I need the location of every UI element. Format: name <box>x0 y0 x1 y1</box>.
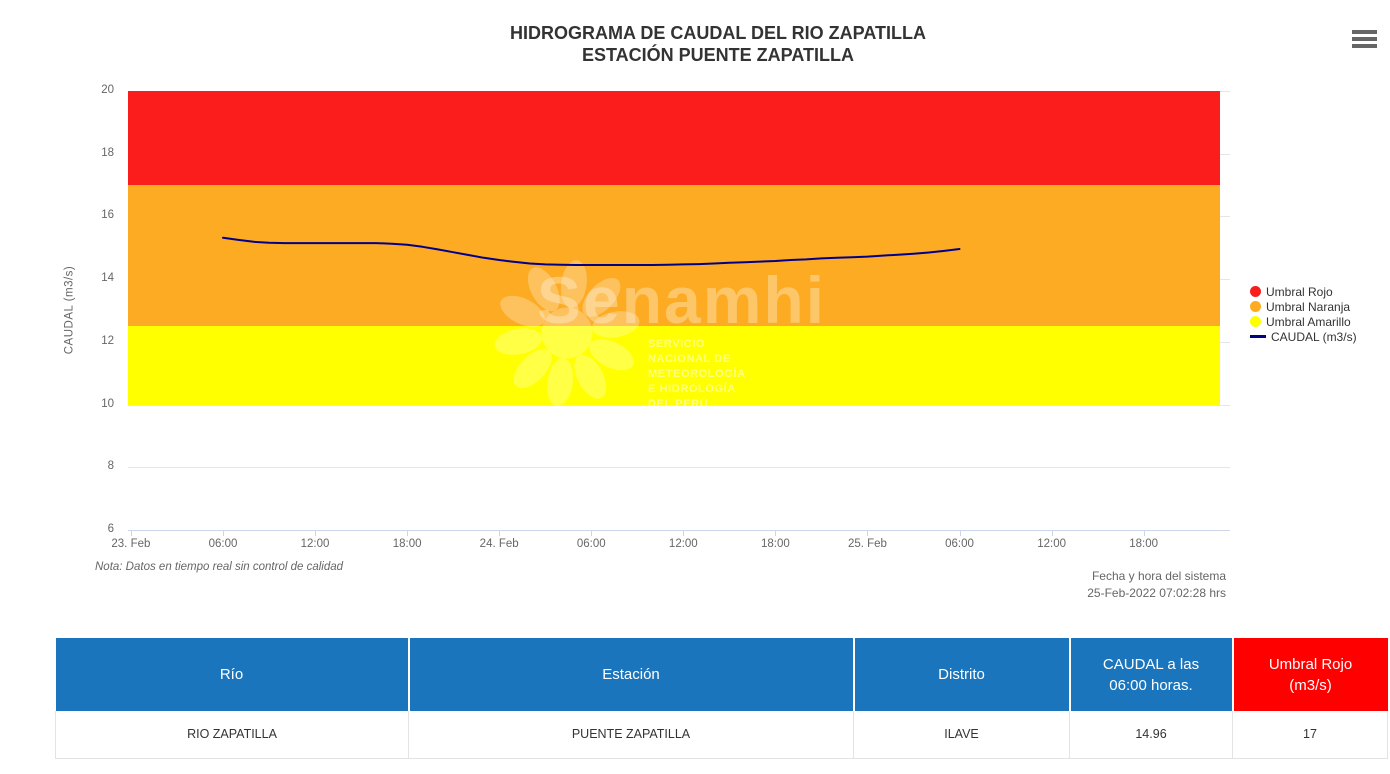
x-axis-label: 24. Feb <box>479 538 519 550</box>
x-axis-label: 06:00 <box>208 538 238 550</box>
gridline <box>128 404 1230 406</box>
x-axis-tick <box>683 530 685 536</box>
x-axis-line <box>128 530 1230 531</box>
hamburger-icon <box>1352 30 1377 48</box>
legend-item-umbral-amarillo[interactable]: Umbral Amarillo <box>1250 314 1357 329</box>
x-axis-tick <box>222 530 224 536</box>
col-header-rio: Río <box>55 638 409 711</box>
y-axis-label: 8 <box>107 460 114 473</box>
legend-label: Umbral Naranja <box>1266 299 1351 314</box>
cell-rio: RIO ZAPATILLA <box>55 711 409 759</box>
x-axis-tick <box>1051 530 1053 536</box>
x-axis-label: 18:00 <box>1129 538 1159 550</box>
x-axis-tick <box>867 530 869 536</box>
series-line-caudal[interactable] <box>222 236 961 266</box>
system-time: Fecha y hora del sistema 25-Feb-2022 07:… <box>1087 568 1226 602</box>
note-text: Nota: Datos en tiempo real sin control d… <box>95 561 344 573</box>
x-axis-tick <box>591 530 593 536</box>
system-time-value: 25-Feb-2022 07:02:28 hrs <box>1087 586 1226 600</box>
y-axis-label: 18 <box>101 146 114 159</box>
cell-umbral-rojo: 17 <box>1232 711 1388 759</box>
cell-caudal: 14.96 <box>1069 711 1233 759</box>
x-axis-tick <box>959 530 961 536</box>
y-axis-label: 12 <box>101 334 114 347</box>
chart-title: HIDROGRAMA DE CAUDAL DEL RIO ZAPATILLA E… <box>46 22 1390 66</box>
x-axis-label: 18:00 <box>392 538 422 550</box>
chart-context-menu-button[interactable] <box>1351 29 1378 49</box>
cell-estacion: PUENTE ZAPATILLA <box>408 711 854 759</box>
legend-dot-icon <box>1250 301 1261 312</box>
x-axis-tick <box>1143 530 1145 536</box>
chart-legend: Umbral Rojo Umbral Naranja Umbral Amarillo… <box>1250 284 1357 344</box>
x-axis-tick <box>407 530 409 536</box>
y-axis-label: 10 <box>101 397 114 410</box>
x-axis-label: 25. Feb <box>847 538 887 550</box>
y-axis-label: 6 <box>107 523 114 535</box>
legend-item-caudal-m3-s-[interactable]: CAUDAL (m3/s) <box>1250 329 1357 344</box>
legend-item-umbral-rojo[interactable]: Umbral Rojo <box>1250 284 1357 299</box>
x-axis-label: 06:00 <box>945 538 974 550</box>
system-time-caption: Fecha y hora del sistema <box>1091 569 1226 583</box>
x-axis-tick <box>130 530 132 536</box>
y-axis-label: 20 <box>101 84 114 96</box>
legend-dot-icon <box>1250 316 1261 327</box>
chart-title-line1: HIDROGRAMA DE CAUDAL DEL RIO ZAPATILLA <box>510 23 926 43</box>
x-axis-label: 12:00 <box>1037 538 1066 550</box>
cell-distrito: ILAVE <box>853 711 1070 759</box>
y-axis-label: 14 <box>101 272 114 285</box>
x-axis-label: 18:00 <box>760 538 790 550</box>
legend-label: Umbral Rojo <box>1266 284 1333 299</box>
x-axis-label: 12:00 <box>668 538 698 550</box>
x-axis-tick <box>499 530 501 536</box>
col-header-caudal: CAUDAL a las 06:00 horas. <box>1068 638 1233 711</box>
legend-line-marker-icon <box>1250 335 1266 338</box>
x-axis-label: 06:00 <box>576 538 606 550</box>
plot-area <box>128 91 1230 536</box>
summary-table: Río Estación Distrito CAUDAL a las 06:00 … <box>55 638 1388 759</box>
x-axis-tick <box>315 530 317 536</box>
plot-band-umbral-amarillo <box>128 326 1220 405</box>
gridline <box>128 467 1230 469</box>
x-axis-label: 23. Feb <box>111 538 151 550</box>
col-header-umbral-rojo: Umbral Rojo (m3/s) <box>1231 638 1388 711</box>
summary-table-header-row: Río Estación Distrito CAUDAL a las 06:00 … <box>55 638 1388 711</box>
legend-label: CAUDAL (m3/s) <box>1271 329 1357 344</box>
table-row: RIO ZAPATILLA PUENTE ZAPATILLA ILAVE 14.… <box>55 711 1388 759</box>
y-axis-label: 16 <box>101 209 114 222</box>
plot-band-umbral-naranja <box>128 185 1220 327</box>
x-axis-tick <box>775 530 777 536</box>
col-header-distrito: Distrito <box>852 638 1070 711</box>
col-header-estacion: Estación <box>407 638 854 711</box>
legend-item-umbral-naranja[interactable]: Umbral Naranja <box>1250 299 1357 314</box>
legend-label: Umbral Amarillo <box>1266 314 1351 329</box>
chart-title-line2: ESTACIÓN PUENTE ZAPATILLA <box>582 45 854 65</box>
plot-band-umbral-rojo <box>128 91 1220 186</box>
legend-dot-icon <box>1250 286 1261 297</box>
x-axis-label: 12:00 <box>300 538 330 550</box>
